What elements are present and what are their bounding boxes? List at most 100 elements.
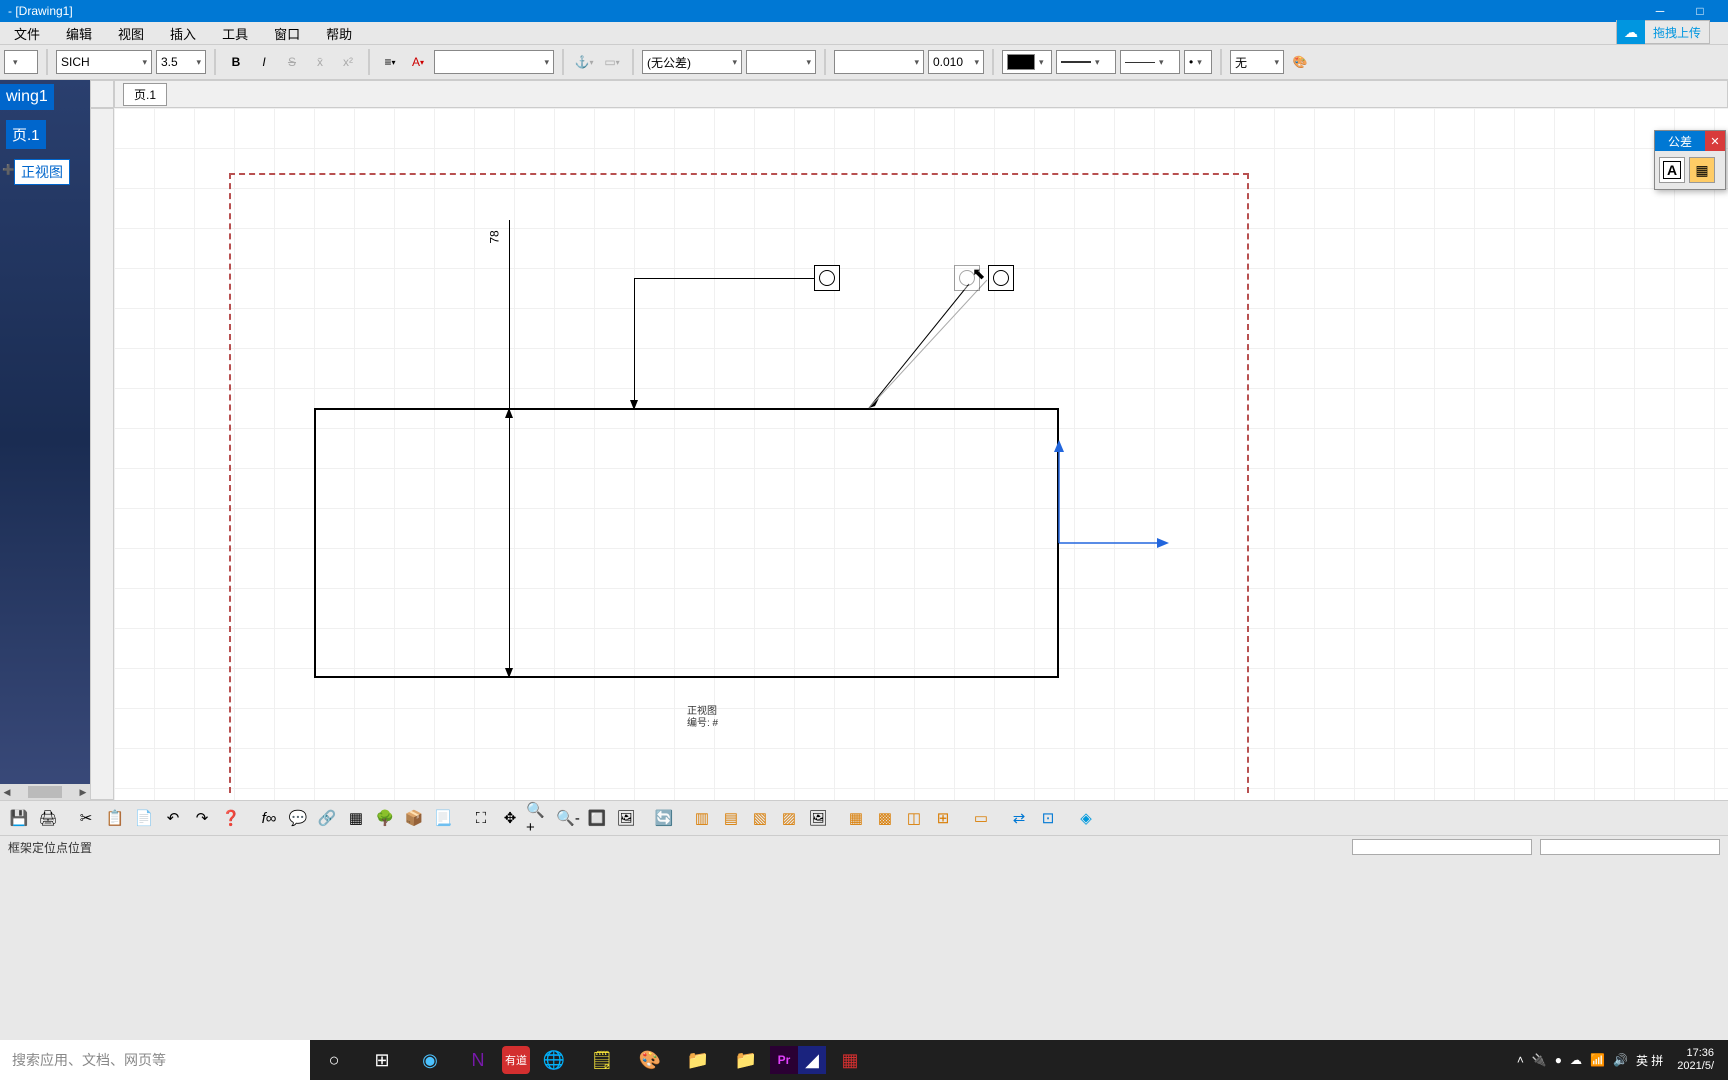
youdao-icon[interactable]: 有道 xyxy=(502,1046,530,1074)
tol-datum-icon[interactable]: ▦ xyxy=(1689,157,1715,183)
taskbar-search[interactable]: 搜索应用、文档、网页等 xyxy=(0,1040,310,1080)
link-icon[interactable]: 🔗 xyxy=(314,805,340,831)
tray-app-icon[interactable]: ● xyxy=(1555,1053,1562,1067)
catia-icon[interactable]: ◢ xyxy=(798,1046,826,1074)
view4-icon[interactable]: ▨ xyxy=(776,805,802,831)
zoomwin-icon[interactable]: 🔲 xyxy=(584,805,610,831)
tray-usb-icon[interactable]: 🔌 xyxy=(1532,1053,1547,1067)
redo-icon[interactable]: ↷ xyxy=(189,805,215,831)
color-swatch-combo[interactable]: ▾ xyxy=(1002,50,1052,74)
view3-icon[interactable]: ▧ xyxy=(747,805,773,831)
taskbar-clock[interactable]: 17:36 2021/5/ xyxy=(1671,1047,1720,1073)
style-combo[interactable]: ▾ xyxy=(4,50,38,74)
tray-cloud-icon[interactable]: ☁ xyxy=(1570,1053,1582,1067)
italic-button[interactable]: I xyxy=(252,50,276,74)
tol-val-combo[interactable]: ▾ xyxy=(746,50,816,74)
tree-scrollbar[interactable]: ◀▶ xyxy=(0,784,90,800)
panel-close-button[interactable]: ✕ xyxy=(1705,131,1725,151)
menu-help[interactable]: 帮助 xyxy=(316,22,362,45)
strike-button[interactable]: S xyxy=(280,50,304,74)
overline-button[interactable]: x̄ xyxy=(308,50,332,74)
menu-insert[interactable]: 插入 xyxy=(160,22,206,45)
pan-icon[interactable]: ✥ xyxy=(497,805,523,831)
menu-view[interactable]: 视图 xyxy=(108,22,154,45)
tree-sheet[interactable]: 页.1 xyxy=(6,120,46,149)
tolerance-combo[interactable]: (无公差)▾ xyxy=(642,50,742,74)
app2-icon[interactable]: 📁 xyxy=(722,1040,770,1080)
linedef-combo[interactable]: 无▾ xyxy=(1230,50,1284,74)
fontcolor-button[interactable]: A▾ xyxy=(406,50,430,74)
grid2-icon[interactable]: ▩ xyxy=(872,805,898,831)
sheet-tab[interactable]: 页.1 xyxy=(123,83,167,106)
superscript-button[interactable]: x² xyxy=(336,50,360,74)
tree-root[interactable]: wing1 xyxy=(0,84,54,110)
expand-icon[interactable]: ➕ xyxy=(2,165,14,176)
explorer-icon[interactable]: 📁 xyxy=(674,1040,722,1080)
tree-view[interactable]: 正视图 xyxy=(14,159,70,185)
chrome-icon[interactable]: 🌐 xyxy=(530,1040,578,1080)
save-icon[interactable]: 💾 xyxy=(6,805,32,831)
zoomout-icon[interactable]: 🔍- xyxy=(555,805,581,831)
grid4-icon[interactable]: ⊞ xyxy=(930,805,956,831)
tree-icon[interactable]: 🌳 xyxy=(372,805,398,831)
menu-window[interactable]: 窗口 xyxy=(264,22,310,45)
taskview-icon[interactable]: ⊞ xyxy=(358,1040,406,1080)
refresh-icon[interactable]: 🔄 xyxy=(651,805,677,831)
copy-icon[interactable]: 📋 xyxy=(102,805,128,831)
sheet-icon[interactable]: 📃 xyxy=(430,805,456,831)
anchor-button[interactable]: ⚓▾ xyxy=(572,50,596,74)
table-icon[interactable]: ▦ xyxy=(343,805,369,831)
menu-file[interactable]: 文件 xyxy=(4,22,50,45)
help-icon[interactable]: ❓ xyxy=(218,805,244,831)
menu-edit[interactable]: 编辑 xyxy=(56,22,102,45)
minimize-button[interactable]: ─ xyxy=(1640,0,1680,22)
tray-chevron-icon[interactable]: ˄ xyxy=(1517,1053,1524,1067)
paste-icon[interactable]: 📄 xyxy=(131,805,157,831)
menu-tools[interactable]: 工具 xyxy=(212,22,258,45)
tray-ime[interactable]: 英 拼 xyxy=(1636,1052,1663,1069)
tray-wifi-icon[interactable]: 📶 xyxy=(1590,1053,1605,1067)
frame-button[interactable]: ▭▾ xyxy=(600,50,624,74)
cortana-icon[interactable]: ○ xyxy=(310,1040,358,1080)
app1-icon[interactable]: 🎨 xyxy=(626,1040,674,1080)
align-button[interactable]: ≡▾ xyxy=(378,50,402,74)
image-icon[interactable]: 🖼 xyxy=(805,805,831,831)
premiere-icon[interactable]: Pr xyxy=(770,1046,798,1074)
drawing-canvas[interactable]: 78 ⬉ xyxy=(114,108,1728,800)
grid3-icon[interactable]: ◫ xyxy=(901,805,927,831)
3d-icon[interactable]: ◈ xyxy=(1073,805,1099,831)
print-icon[interactable]: 🖨 xyxy=(35,805,61,831)
fontsize-combo[interactable]: 3.5▾ xyxy=(156,50,206,74)
formula-icon[interactable]: f∞ xyxy=(256,805,282,831)
undo-icon[interactable]: ↶ xyxy=(160,805,186,831)
view2-icon[interactable]: ▤ xyxy=(718,805,744,831)
notes-icon[interactable]: 🗒 xyxy=(578,1040,626,1080)
fit-icon[interactable]: ⛶ xyxy=(468,805,494,831)
snap1-icon[interactable]: ⇄ xyxy=(1006,805,1032,831)
view1-icon[interactable]: ▥ xyxy=(689,805,715,831)
edge-icon[interactable]: ◉ xyxy=(406,1040,454,1080)
cut-icon[interactable]: ✂ xyxy=(73,805,99,831)
font-combo[interactable]: SICH▾ xyxy=(56,50,152,74)
tolerance-panel[interactable]: 公差 ✕ A ▦ xyxy=(1654,130,1726,190)
precision-combo-1[interactable]: ▾ xyxy=(834,50,924,74)
maximize-button[interactable]: □ xyxy=(1680,0,1720,22)
app3-icon[interactable]: ▦ xyxy=(826,1040,874,1080)
zoomin-icon[interactable]: 🔍+ xyxy=(526,805,552,831)
tray-volume-icon[interactable]: 🔊 xyxy=(1613,1053,1628,1067)
snap2-icon[interactable]: ⊡ xyxy=(1035,805,1061,831)
empty-combo-1[interactable]: ▾ xyxy=(434,50,554,74)
system-tray[interactable]: ˄ 🔌 ● ☁ 📶 🔊 英 拼 17:36 2021/5/ xyxy=(1509,1047,1728,1073)
upload-button[interactable]: ☁ 拖拽上传 xyxy=(1616,20,1710,44)
precision-combo-2[interactable]: 0.010▾ xyxy=(928,50,984,74)
palette-button[interactable]: 🎨 xyxy=(1288,50,1312,74)
zoomprev-icon[interactable]: 🖼 xyxy=(613,805,639,831)
linetype-combo[interactable]: ▾ xyxy=(1120,50,1180,74)
grid1-icon[interactable]: ▦ xyxy=(843,805,869,831)
lineweight-combo[interactable]: ▾ xyxy=(1056,50,1116,74)
point-combo[interactable]: •▾ xyxy=(1184,50,1212,74)
model-icon[interactable]: 📦 xyxy=(401,805,427,831)
layer-icon[interactable]: ▭ xyxy=(968,805,994,831)
onenote-icon[interactable]: N xyxy=(454,1040,502,1080)
bold-button[interactable]: B xyxy=(224,50,248,74)
